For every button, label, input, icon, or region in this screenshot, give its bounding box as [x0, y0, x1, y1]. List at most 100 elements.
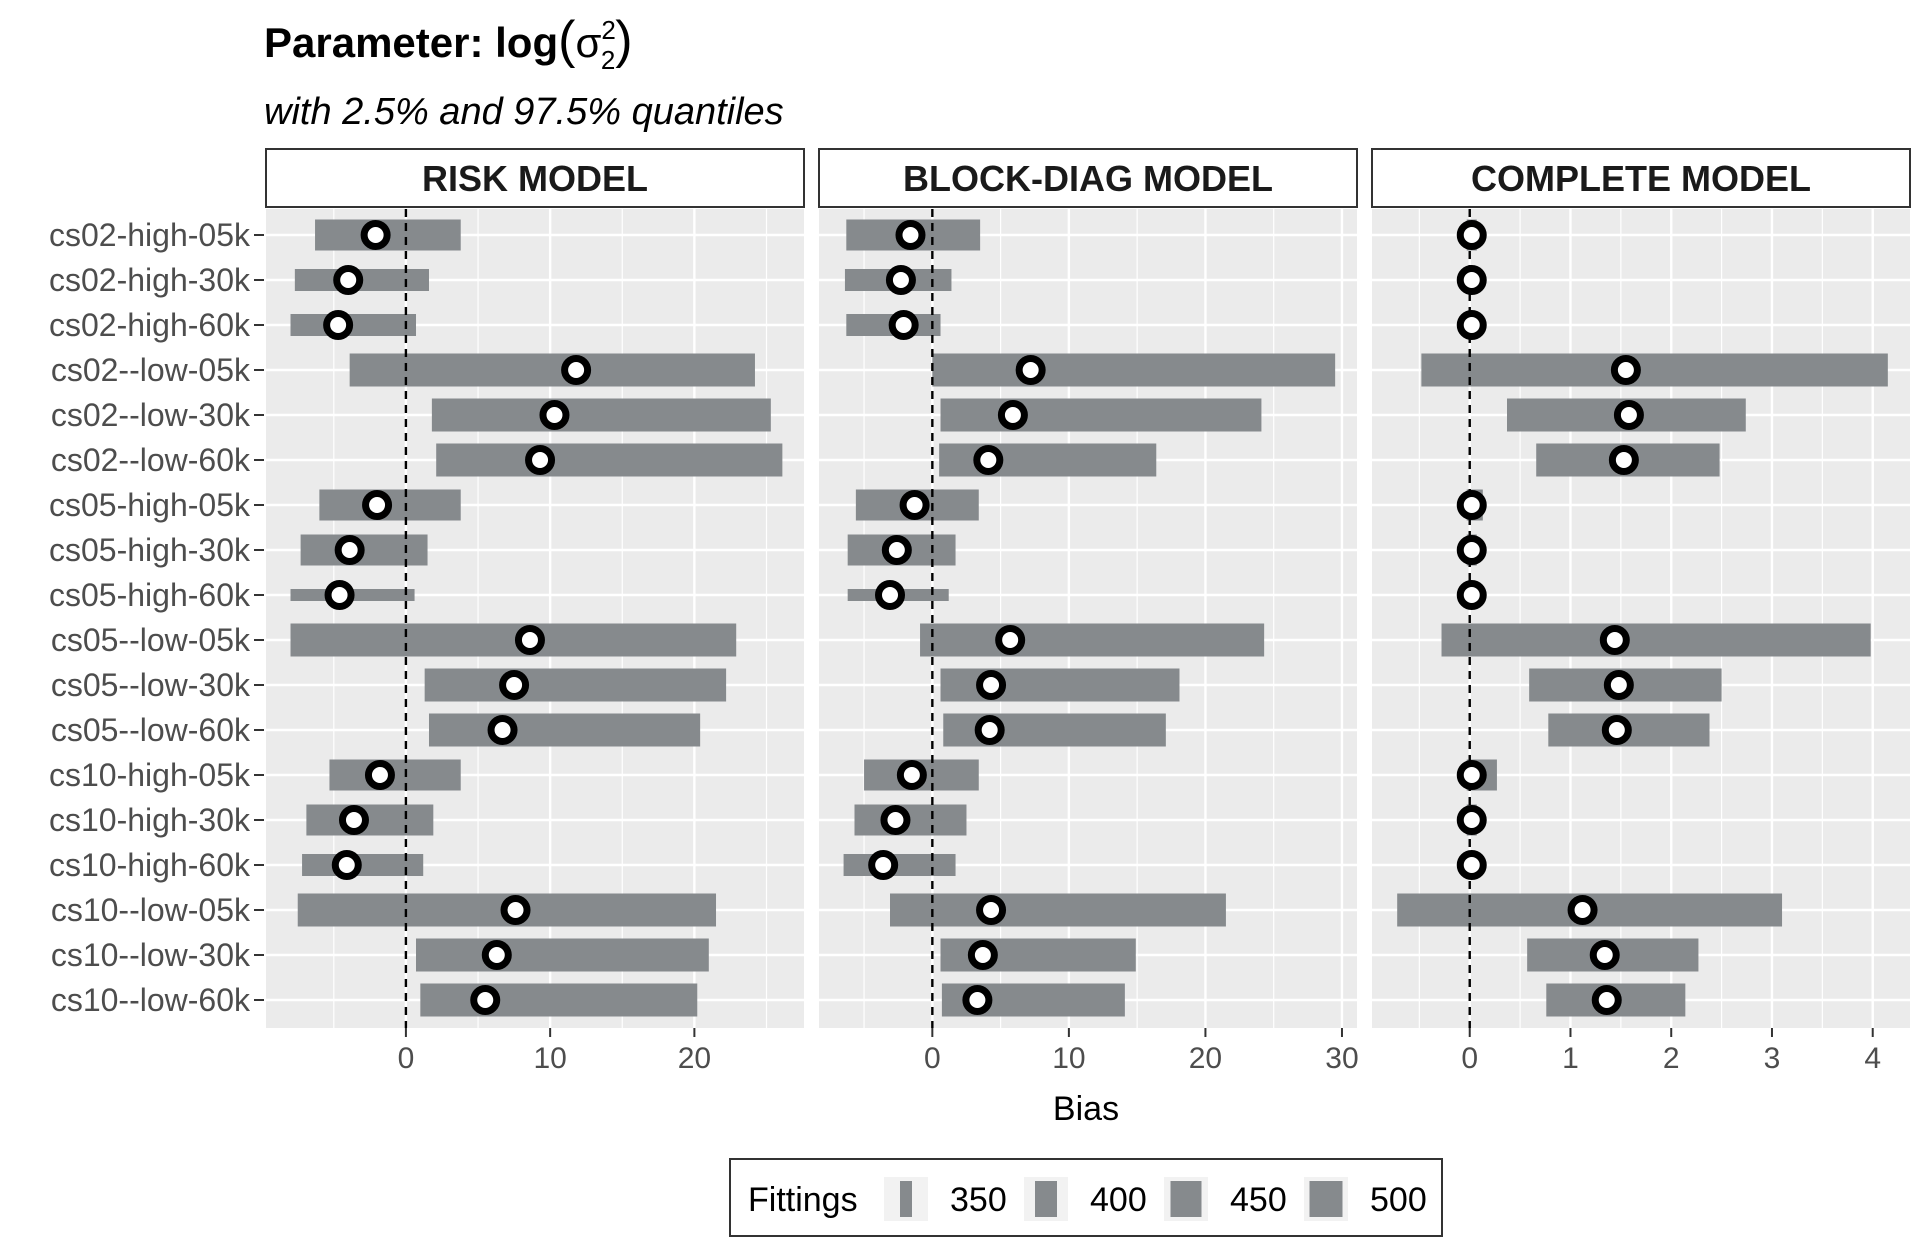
- category-label: cs05-high-60k: [49, 577, 251, 613]
- legend-label: 500: [1370, 1181, 1427, 1219]
- category-label: cs02-high-30k: [49, 262, 251, 298]
- interval-bar: [290, 623, 737, 657]
- x-tick-label: 1: [1562, 1042, 1579, 1075]
- legend-label: 350: [950, 1181, 1007, 1219]
- estimate-point: [962, 985, 993, 1015]
- estimate-point: [899, 490, 930, 520]
- x-tick-label: 3: [1764, 1042, 1781, 1075]
- interval-bar: [843, 854, 956, 876]
- estimate-point: [888, 310, 919, 340]
- legend: Fittings 350 400 450 500: [729, 1158, 1443, 1237]
- estimate-point: [360, 220, 391, 250]
- legend-label: 450: [1230, 1181, 1287, 1219]
- estimate-point: [1456, 265, 1487, 295]
- interval-bar: [424, 668, 727, 702]
- category-label: cs10-high-05k: [49, 757, 251, 793]
- y-axis: cs02-high-05k cs02-high-30k cs02-high-60k c…: [49, 217, 264, 1018]
- x-tick-label: 10: [533, 1042, 566, 1075]
- estimate-point: [499, 670, 530, 700]
- interval-bar: [920, 623, 1265, 657]
- category-label: cs02-high-05k: [49, 217, 251, 253]
- title-sigma: σ: [575, 19, 601, 66]
- estimate-point: [1610, 355, 1641, 385]
- facet-strip: [265, 148, 805, 208]
- estimate-point: [881, 535, 912, 565]
- estimate-point: [1456, 760, 1487, 790]
- category-label: cs10--low-05k: [51, 892, 251, 928]
- title-superscript: 2: [601, 15, 615, 45]
- legend-key: [900, 1181, 912, 1217]
- estimate-point: [1599, 625, 1630, 655]
- estimate-point: [976, 895, 1007, 925]
- category-label: cs10--low-30k: [51, 937, 251, 973]
- category-label: cs10--low-60k: [51, 982, 251, 1018]
- x-tick-label: 10: [1052, 1042, 1085, 1075]
- estimate-point: [1456, 535, 1487, 565]
- x-tick-label: 0: [398, 1042, 415, 1075]
- interval-bar: [428, 713, 701, 747]
- title-open-paren: (: [558, 11, 576, 69]
- estimate-point: [895, 220, 926, 250]
- interval-bar: [290, 314, 417, 336]
- panel-background: [819, 209, 1357, 1028]
- estimate-point: [973, 445, 1004, 475]
- facet-strip: [818, 148, 1358, 208]
- interval-bar: [302, 854, 424, 876]
- estimate-point: [885, 265, 916, 295]
- x-tick-label: 30: [1325, 1042, 1358, 1075]
- estimate-point: [995, 625, 1026, 655]
- title-close-paren: ): [615, 11, 632, 69]
- estimate-point: [1015, 355, 1046, 385]
- estimate-point: [539, 400, 570, 430]
- x-tick-label: 0: [924, 1042, 941, 1075]
- interval-bar: [939, 443, 1157, 477]
- category-label: cs10-high-60k: [49, 847, 251, 883]
- legend-title: Fittings: [748, 1181, 858, 1219]
- estimate-point: [487, 715, 518, 745]
- x-tick-label: 0: [1461, 1042, 1478, 1075]
- panel-2: BLOCK-DIAG MODEL 0 10 20 30: [818, 148, 1359, 1075]
- interval-bar: [854, 804, 967, 836]
- interval-bar: [416, 938, 709, 972]
- interval-bar: [1421, 353, 1888, 387]
- estimate-point: [1591, 985, 1622, 1015]
- panel-1: RISK MODEL 0 10 20: [265, 148, 805, 1075]
- category-label: cs05--low-30k: [51, 667, 251, 703]
- estimate-point: [1456, 490, 1487, 520]
- legend-key: [1035, 1181, 1057, 1217]
- category-label: cs02--low-60k: [51, 442, 251, 478]
- estimate-point: [1456, 580, 1487, 610]
- estimate-point: [362, 490, 393, 520]
- interval-bar: [306, 804, 434, 836]
- estimate-point: [1601, 715, 1632, 745]
- facet-strip: [1371, 148, 1911, 208]
- estimate-point: [896, 760, 927, 790]
- estimate-point: [500, 895, 531, 925]
- category-label: cs05-high-05k: [49, 487, 251, 523]
- legend-key: [1309, 1181, 1343, 1217]
- interval-bar: [940, 398, 1262, 432]
- chart-title: Parameter: log(σ2 2): [264, 11, 633, 75]
- estimate-point: [1603, 670, 1634, 700]
- estimate-point: [1456, 220, 1487, 250]
- facet-strip-label: BLOCK-DIAG MODEL: [903, 158, 1273, 199]
- x-tick-label: 20: [1189, 1042, 1222, 1075]
- estimate-point: [470, 985, 501, 1015]
- interval-bar: [329, 759, 461, 791]
- facet-strip-label: COMPLETE MODEL: [1471, 158, 1811, 199]
- category-label: cs02--low-05k: [51, 352, 251, 388]
- category-label: cs02--low-30k: [51, 397, 251, 433]
- category-label: cs05--low-60k: [51, 712, 251, 748]
- estimate-point: [875, 580, 906, 610]
- estimate-point: [561, 355, 592, 385]
- interval-bar: [349, 353, 755, 387]
- category-label: cs05-high-30k: [49, 532, 251, 568]
- panel-background: [266, 209, 804, 1028]
- estimate-point: [997, 400, 1028, 430]
- estimate-point: [868, 850, 899, 880]
- legend-label: 400: [1090, 1181, 1147, 1219]
- interval-bar: [1441, 623, 1871, 657]
- estimate-point: [333, 265, 364, 295]
- x-tick-label: 20: [678, 1042, 711, 1075]
